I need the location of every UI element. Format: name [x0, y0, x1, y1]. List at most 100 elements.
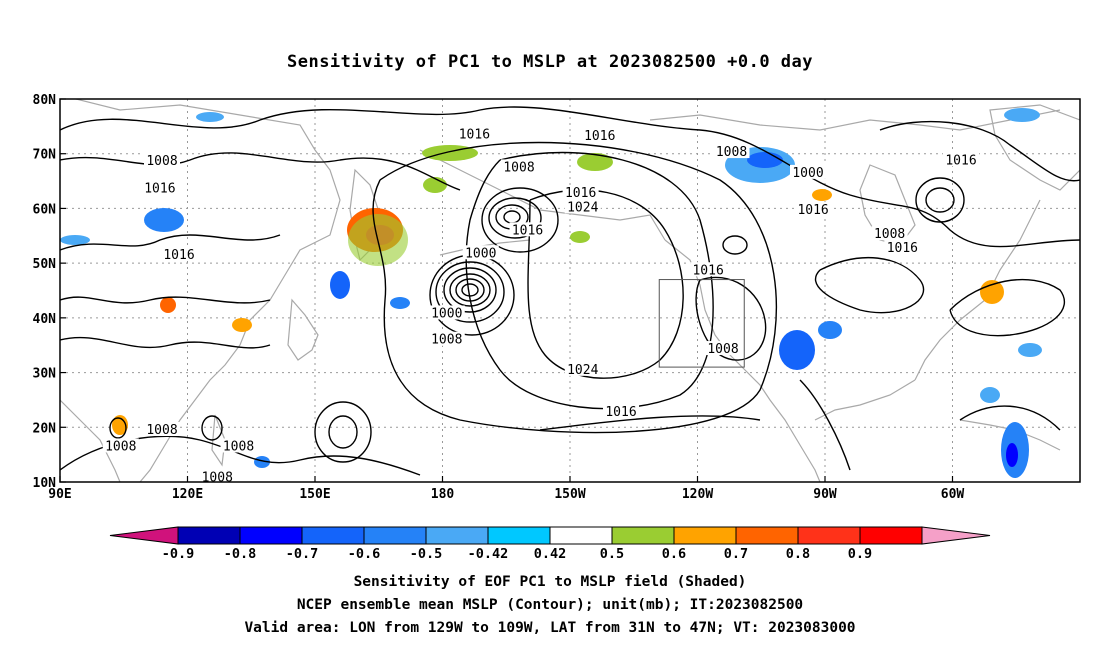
shade-blob — [60, 235, 90, 245]
contour-label-bg — [501, 159, 537, 174]
contour-label-bg — [795, 202, 832, 217]
colorbar-label: -0.8 — [224, 546, 257, 562]
map-title: Sensitivity of PC1 to MSLP at 2023082500… — [286, 52, 813, 72]
contour-line — [695, 276, 767, 361]
contour-line — [539, 415, 761, 431]
colorbar-label: -0.9 — [162, 546, 195, 562]
shade-blob — [232, 318, 252, 332]
shade-blob — [747, 152, 783, 168]
colorbar-label: 0.42 — [534, 546, 567, 562]
contour-label: 1016 — [797, 203, 828, 218]
contour-label-bg — [871, 226, 908, 241]
colorbar-segment — [487, 526, 551, 545]
shade-blob — [980, 387, 1000, 403]
lon-axis-labels: 90E 120E 150E 180 150W 120W 90W 60W — [48, 476, 964, 502]
contour-line — [109, 417, 127, 439]
lat-tick-label: 40N — [33, 312, 57, 327]
shade-blob — [812, 189, 832, 201]
contour-line — [799, 379, 851, 471]
shade-blob — [1018, 343, 1042, 357]
contour-line — [465, 151, 714, 410]
contour-label-bg — [462, 245, 499, 260]
contour-label: 1008 — [146, 423, 177, 438]
lon-tick-label: 120W — [682, 487, 713, 502]
contour-line — [949, 278, 1066, 337]
contour-label-bg — [790, 164, 826, 179]
contour-label: 1016 — [144, 182, 175, 197]
contour-label: 1016 — [163, 248, 194, 263]
contour-label: 1008 — [431, 333, 462, 348]
contour-line — [435, 261, 505, 323]
contour-label: 1016 — [945, 153, 976, 168]
colorbar-segment — [301, 526, 365, 545]
contour-label: 1016 — [605, 405, 636, 420]
colorbar-label: -0.6 — [348, 546, 381, 562]
contour-line — [959, 405, 1061, 431]
contour-label-bg — [428, 331, 465, 346]
contour-label: 1016 — [512, 223, 543, 238]
contour-line — [60, 336, 271, 349]
coast-canada-north — [649, 109, 1061, 131]
lon-tick-label: 180 — [431, 487, 455, 502]
contour-label-bg — [141, 180, 178, 195]
lon-tick-label: 120E — [172, 487, 203, 502]
shade-blob — [1004, 108, 1040, 122]
coast-alaska — [419, 149, 666, 241]
contour-label: 1008 — [146, 154, 177, 169]
colorbar-label: -0.7 — [286, 546, 319, 562]
contour-label-bg — [581, 128, 618, 143]
contour-line — [814, 257, 925, 314]
lon-tick-label: 90W — [813, 487, 837, 502]
contour-line — [879, 120, 1080, 182]
contour-label: 1000 — [792, 166, 823, 181]
caption-valid-area: Valid area: LON from 129W to 109W, LAT f… — [244, 620, 856, 636]
contour-label-bg — [161, 246, 197, 261]
contour-label: 1008 — [105, 439, 136, 454]
contour-label: 1008 — [716, 145, 747, 160]
colorbar-segment — [673, 526, 737, 545]
shade-blob — [160, 297, 176, 313]
contour-line — [328, 415, 358, 449]
contour-label-bg — [456, 126, 493, 141]
shade-blob — [1006, 443, 1018, 467]
contour-line — [60, 234, 281, 251]
colorbar-label: 0.7 — [724, 546, 748, 562]
contour-line — [201, 415, 223, 441]
contour-label: 1016 — [887, 241, 918, 256]
lat-tick-label: 70N — [33, 148, 57, 163]
contour-label-bg — [884, 239, 921, 254]
contour-label: 1008 — [874, 227, 905, 242]
contour-label-bg — [199, 469, 236, 482]
contour-label-bg — [943, 152, 979, 167]
colorbar-label: -0.42 — [468, 546, 509, 562]
shade-blob — [112, 415, 128, 435]
shade-blob — [577, 153, 613, 171]
contour-line — [722, 235, 748, 255]
contour-line — [925, 187, 955, 213]
lat-tick-label: 50N — [33, 257, 57, 272]
shade-blob — [144, 208, 184, 232]
contour-label: 1016 — [565, 186, 596, 201]
contour-label-bg — [603, 403, 639, 418]
contour-line — [488, 197, 542, 239]
contour-line — [527, 189, 684, 379]
contour-label: 1000 — [431, 306, 462, 321]
contour-label-bg — [564, 361, 601, 376]
contour-label-bg — [562, 185, 599, 200]
colorbar-label: 0.8 — [786, 546, 810, 562]
lat-tick-label: 60N — [33, 202, 57, 217]
coast-japan — [287, 298, 319, 361]
lat-tick-label: 10N — [33, 476, 57, 491]
colorbar — [109, 526, 991, 545]
contour-label-bg — [564, 199, 601, 214]
coast-gulf — [814, 379, 916, 421]
contour-label-bg — [144, 152, 180, 167]
map-figure: 1016100810161024100010161016100810241016… — [33, 93, 1081, 562]
contour-line — [443, 267, 497, 313]
contour-label-bg — [690, 262, 727, 277]
contour-line — [915, 177, 965, 223]
shade-blob — [330, 271, 350, 299]
mslp-contours — [60, 106, 1080, 476]
contour-label: 1016 — [459, 128, 490, 143]
lon-tick-label: 150W — [554, 487, 585, 502]
